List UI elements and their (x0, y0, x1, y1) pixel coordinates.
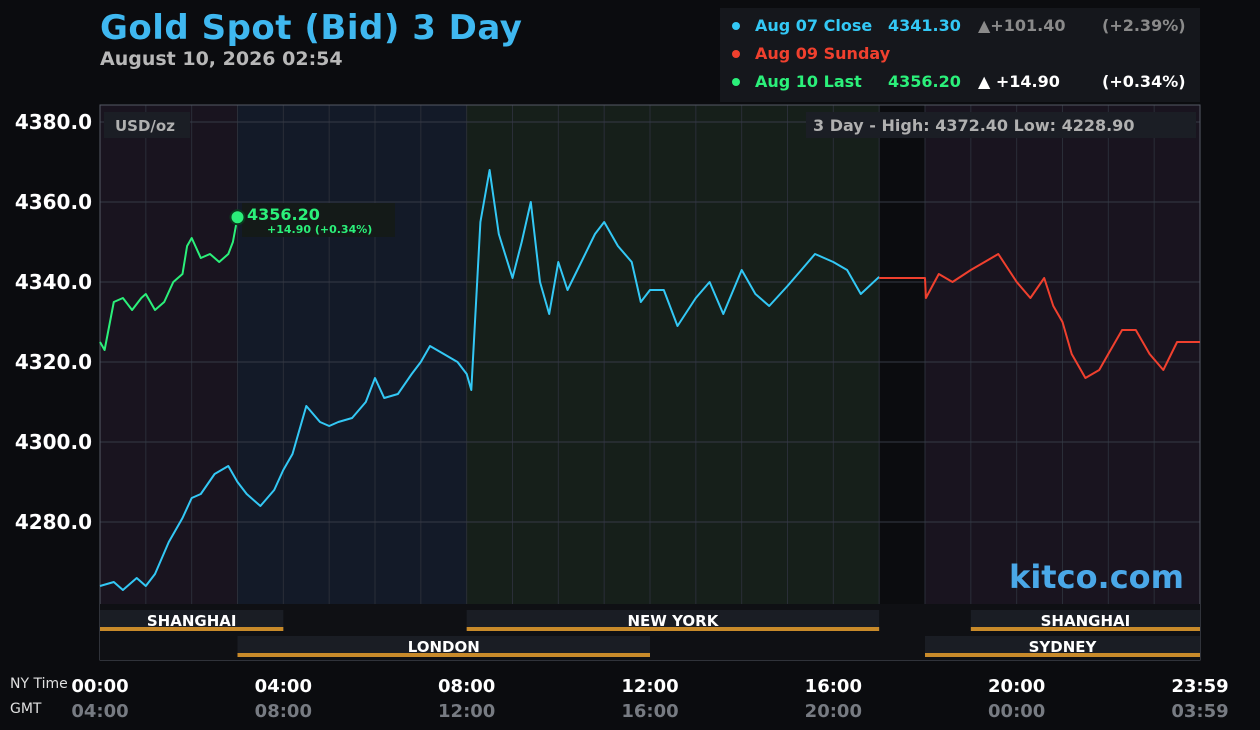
chart-title: Gold Spot (Bid) 3 Day (100, 8, 523, 48)
x-tick-ny: 00:00 (71, 676, 128, 697)
x-tick-ny: 12:00 (621, 676, 678, 697)
x-tick-gmt: 08:00 (255, 701, 312, 722)
legend-percent: (+2.39%) (1102, 16, 1186, 35)
zone-new-york (466, 105, 879, 604)
grid-lines (100, 105, 1200, 604)
legend-label: Aug 09 Sunday (755, 44, 891, 63)
y-tick-label: 4280.0 (15, 510, 92, 534)
legend-value: 4356.20 (888, 72, 961, 91)
legend-row-aug07: Aug 07 Close 4341.30 ▲+101.40 (+2.39%) (720, 14, 1200, 38)
series-line (99, 217, 239, 351)
legend-dot-icon (732, 50, 740, 58)
x-tick-gmt: 04:00 (71, 701, 128, 722)
x-tick-ny: 04:00 (255, 676, 312, 697)
legend-change: ▲ +14.90 (978, 72, 1060, 91)
series-lines (99, 169, 1200, 591)
chart-timestamp: August 10, 2026 02:54 (100, 48, 343, 70)
x-axis: 00:00 04:00 08:00 12:00 16:00 20:00 23:59 04:00… (71, 676, 1228, 722)
legend-box: Aug 07 Close 4341.30 ▲+101.40 (+2.39%) A… (720, 8, 1200, 102)
ny-time-label: NY Time (10, 676, 68, 692)
session-label: LONDON (408, 638, 480, 656)
legend-dot-icon (732, 22, 740, 30)
legend-label: Aug 10 Last (755, 72, 862, 91)
session-label: SHANGHAI (147, 612, 237, 630)
session-label: NEW YORK (628, 612, 720, 630)
legend-change: ▲+101.40 (978, 16, 1066, 35)
session-label: SYDNEY (1029, 638, 1098, 656)
y-tick-label: 4380.0 (15, 110, 92, 134)
session-bars: SHANGHAI NEW YORK SHANGHAI LONDON SYDNEY (100, 610, 1200, 657)
session-bg (466, 610, 880, 630)
x-tick-gmt: 03:59 (1171, 701, 1228, 722)
gmt-label: GMT (10, 701, 42, 717)
session-label: SHANGHAI (1041, 612, 1131, 630)
unit-label: USD/oz (115, 117, 175, 135)
legend-label: Aug 07 Close (755, 16, 873, 35)
session-bar (100, 627, 284, 631)
x-tick-gmt: 16:00 (621, 701, 678, 722)
legend-row-aug10: Aug 10 Last 4356.20 ▲ +14.90 (+0.34%) (720, 70, 1200, 94)
y-tick-label: 4360.0 (15, 190, 92, 214)
last-change-label: +14.90 (+0.34%) (267, 223, 372, 236)
y-tick-label: 4300.0 (15, 430, 92, 454)
session-bar (466, 627, 880, 631)
legend-row-aug09: Aug 09 Sunday (720, 42, 1200, 66)
x-tick-ny: 08:00 (438, 676, 495, 697)
y-axis: 4280.0 4300.0 4320.0 4340.0 4360.0 4380.0 (15, 110, 92, 534)
zone-london (237, 105, 466, 604)
y-tick-label: 4340.0 (15, 270, 92, 294)
x-tick-gmt: 12:00 (438, 701, 495, 722)
session-bg (100, 610, 284, 630)
last-price-label: 4356.20 (247, 205, 320, 224)
x-tick-ny: 20:00 (988, 676, 1045, 697)
x-tick-ny: 16:00 (805, 676, 862, 697)
legend-percent: (+0.34%) (1102, 72, 1186, 91)
zone-closed (879, 105, 925, 604)
session-bg (237, 636, 650, 656)
session-bar (237, 653, 650, 657)
unit-bg (104, 112, 190, 138)
watermark-logo: kitco.com (1009, 558, 1184, 596)
high-low-label: 3 Day - High: 4372.40 Low: 4228.90 (813, 116, 1134, 135)
legend-dot-icon (732, 78, 740, 86)
x-tick-gmt: 20:00 (805, 701, 862, 722)
session-bg (925, 636, 1200, 656)
high-low-bg (806, 112, 1196, 138)
legend-value: 4341.30 (888, 16, 961, 35)
series-line (99, 169, 880, 591)
y-tick-label: 4320.0 (15, 350, 92, 374)
session-bar (925, 653, 1200, 657)
session-bg (970, 610, 1200, 630)
x-tick-ny: 23:59 (1171, 676, 1228, 697)
series-line (879, 253, 1200, 379)
zone-early-asia (100, 105, 237, 604)
session-bar (970, 627, 1200, 631)
last-price-dot (229, 209, 246, 226)
last-price-bg (242, 203, 395, 237)
x-tick-gmt: 00:00 (988, 701, 1045, 722)
